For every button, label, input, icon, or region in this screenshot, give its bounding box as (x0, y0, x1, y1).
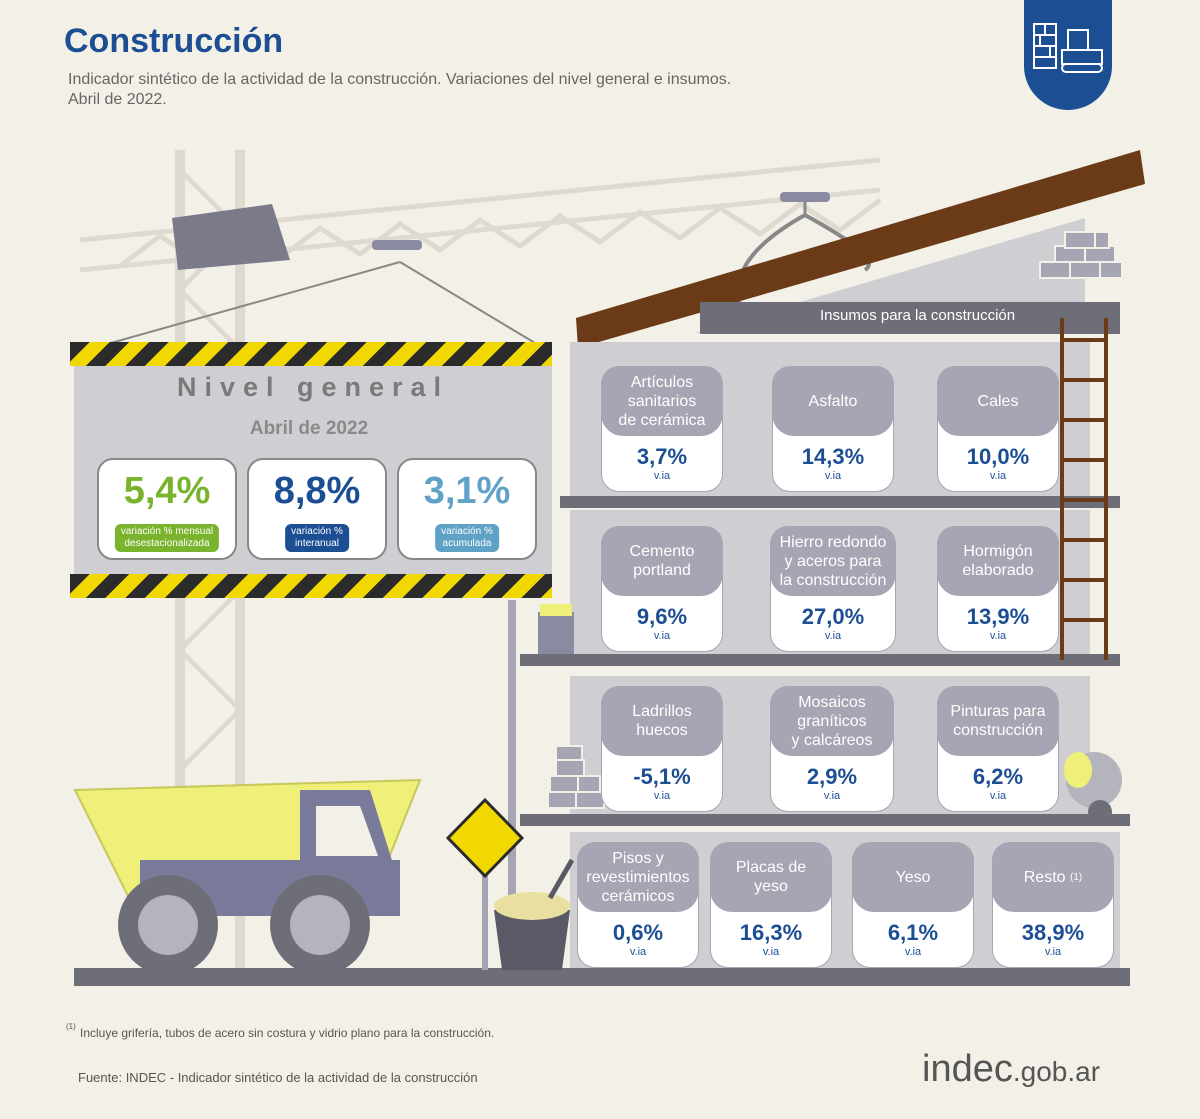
insumos-heading: Insumos para la construcción (820, 307, 1016, 324)
footnote: Incluye grifería, tubos de acero sin cos… (80, 1026, 495, 1040)
kpi-label: variación % mensual desestacionalizada (114, 524, 220, 552)
kpi-value: 5,4% (123, 470, 211, 512)
brand-suffix: .gob.ar (1012, 1056, 1101, 1087)
insumo-card: Ladrillos huecos -5,1% v.ia (601, 686, 723, 814)
insumo-card: Asfalto 14,3% v.ia (772, 366, 894, 494)
insumo-card: Placas de yeso 16,3% v.ia (710, 842, 832, 970)
insumo-card: Pisos y revestimientos cerámicos 0,6% v.ia (577, 842, 699, 970)
insumo-name: Mosaicos graníticos y calcáreos (770, 686, 894, 756)
insumo-value: 9,6% (636, 604, 688, 629)
insumo-name: Placas de yeso (710, 842, 832, 912)
insumo-unit: v.ia (653, 790, 671, 802)
insumo-card: Hierro redondo y aceros para la construcci… (770, 526, 896, 654)
insumo-name: Yeso (852, 842, 974, 912)
insumo-card: Cemento portland 9,6% v.ia (601, 526, 723, 654)
insumo-name: Cemento portland (601, 526, 723, 596)
insumo-unit: v.ia (653, 630, 671, 642)
insumo-value: -5,1% (633, 764, 691, 789)
insumo-unit: v.ia (824, 470, 842, 482)
hazard-stripe-bottom (70, 574, 552, 598)
insumo-name: Hierro redondo y aceros para la construcci… (770, 526, 896, 596)
insumo-name: Pinturas para construcción (937, 686, 1059, 756)
insumo-value: 3,7% (636, 444, 688, 469)
insumo-unit: v.ia (824, 630, 842, 642)
insumo-card: Artículos sanitarios de cerámica 3,7% v.ia (601, 366, 723, 494)
insumo-value: 16,3% (739, 920, 803, 945)
page-title: Construcción (64, 22, 284, 60)
insumo-unit: v.ia (823, 790, 841, 802)
insumo-unit: v.ia (629, 946, 647, 958)
construction-badge-icon (1024, 0, 1112, 110)
insumo-unit: v.ia (989, 470, 1007, 482)
insumo-unit: v.ia (904, 946, 922, 958)
source-note: Fuente: INDEC - Indicador sintético de l… (78, 1070, 478, 1085)
insumo-name: Ladrillos huecos (601, 686, 723, 756)
kpi-value: 8,8% (273, 470, 361, 512)
insumo-card: Resto (1) 38,9% v.ia (992, 842, 1114, 970)
insumo-value: 6,2% (972, 764, 1024, 789)
insumo-name: Asfalto (772, 366, 894, 436)
insumo-card: Mosaicos graníticos y calcáreos 2,9% v.ia (770, 686, 894, 814)
insumo-unit: v.ia (762, 946, 780, 958)
footnote-mark: (1) (66, 1022, 76, 1031)
insumo-value: 2,9% (806, 764, 858, 789)
insumo-unit: v.ia (989, 790, 1007, 802)
brand-name: indec (922, 1048, 1013, 1090)
kpi-label: variación % acumulada (435, 524, 499, 552)
kpi-acumulada: 3,1% variación % acumulada (397, 458, 537, 560)
insumo-name: Artículos sanitarios de cerámica (601, 366, 723, 436)
sign-date: Abril de 2022 (249, 418, 369, 439)
insumo-unit: v.ia (653, 470, 671, 482)
insumo-name: Cales (937, 366, 1059, 436)
insumo-value: 6,1% (887, 920, 939, 945)
hazard-stripe-top (70, 342, 552, 366)
indec-logo: indec.gob.ar (922, 1048, 1100, 1091)
insumo-value: 14,3% (801, 444, 865, 469)
page-subtitle: Indicador sintético de la actividad de l… (68, 70, 828, 110)
insumo-value: 38,9% (1021, 920, 1085, 945)
kpi-interanual: 8,8% variación % interanual (247, 458, 387, 560)
sign-title: Nivel general (176, 372, 450, 402)
insumo-value: 27,0% (801, 604, 865, 629)
insumo-card: Cales 10,0% v.ia (937, 366, 1059, 494)
insumo-card: Pinturas para construcción 6,2% v.ia (937, 686, 1059, 814)
subtitle-line: Indicador sintético de la actividad de l… (68, 71, 732, 88)
kpi-label: variación % interanual (285, 524, 349, 552)
insumo-value: 13,9% (966, 604, 1030, 629)
insumo-name: Resto (1) (992, 842, 1114, 912)
insumo-unit: v.ia (989, 630, 1007, 642)
insumo-value: 0,6% (612, 920, 664, 945)
insumo-unit: v.ia (1044, 946, 1062, 958)
kpi-mensual: 5,4% variación % mensual desestacionaliza… (97, 458, 237, 560)
insumo-card: Yeso 6,1% v.ia (852, 842, 974, 970)
insumo-name: Pisos y revestimientos cerámicos (577, 842, 699, 912)
insumo-value: 10,0% (966, 444, 1030, 469)
kpi-value: 3,1% (423, 470, 511, 512)
subtitle-date: Abril de 2022. (68, 91, 167, 108)
insumo-card: Hormigón elaborado 13,9% v.ia (937, 526, 1059, 654)
insumo-name: Hormigón elaborado (937, 526, 1059, 596)
